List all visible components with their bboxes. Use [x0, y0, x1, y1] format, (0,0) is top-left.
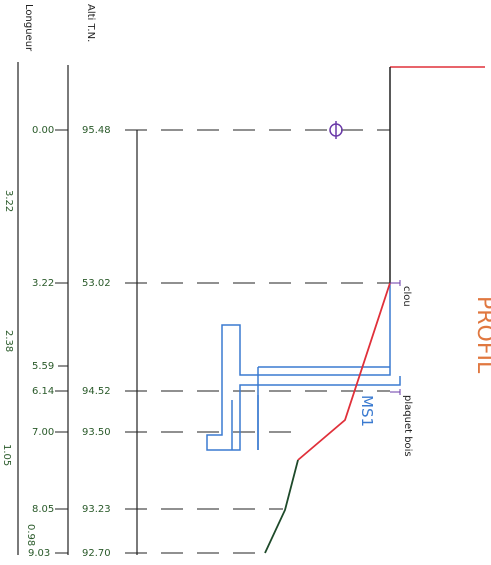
- alti-value: 93.23: [82, 504, 111, 515]
- label-plaquet-bois: plaquet bois: [390, 389, 413, 457]
- station-row-6: 9.03 92.70: [28, 548, 265, 559]
- plaquet-text: plaquet bois: [402, 395, 413, 457]
- marker-symbol: [329, 121, 343, 139]
- partial-distance: 2.38: [3, 330, 14, 352]
- alti-value: 53.02: [82, 278, 111, 289]
- profile-title-partial: PROFIL: [472, 296, 491, 374]
- alti-value: 92.70: [82, 548, 111, 559]
- alti-value: 94.52: [82, 386, 111, 397]
- wall-ms1-outline: [206, 283, 401, 451]
- longueur-value: 0.00: [32, 125, 54, 136]
- clou-text: clou: [401, 286, 412, 307]
- longueur-value: 6.14: [32, 386, 54, 397]
- partial-distance: 3.22: [3, 190, 14, 212]
- station-row-1: 3.22 53.02: [32, 278, 390, 289]
- longueur-value: 7.00: [32, 427, 54, 438]
- alti-value: 95.48: [82, 125, 111, 136]
- header-longueur: Longueur: [23, 4, 34, 52]
- longueur-value: 9.03: [28, 548, 50, 559]
- label-clou: clou: [390, 280, 412, 307]
- partial-distance: 0.98: [25, 524, 36, 546]
- station-row-5: 8.05 93.23: [32, 504, 283, 515]
- ms1-label: MS1: [358, 395, 376, 427]
- station-row-3: 6.14 94.52: [32, 386, 390, 397]
- station-row-4: 7.00 93.50: [32, 427, 298, 438]
- alti-value: 93.50: [82, 427, 111, 438]
- longueur-value: 8.05: [32, 504, 54, 515]
- longueur-value: 5.59: [32, 361, 54, 372]
- partial-distance: 1.05: [1, 444, 12, 466]
- header-alti: Alti T.N.: [85, 4, 96, 42]
- ground-profile-red: [297, 282, 391, 461]
- ground-profile-green: [264, 459, 299, 554]
- longueur-value: 3.22: [32, 278, 54, 289]
- station-row-2: 5.59: [32, 361, 68, 372]
- station-row-0: 0.00 95.48: [32, 125, 390, 136]
